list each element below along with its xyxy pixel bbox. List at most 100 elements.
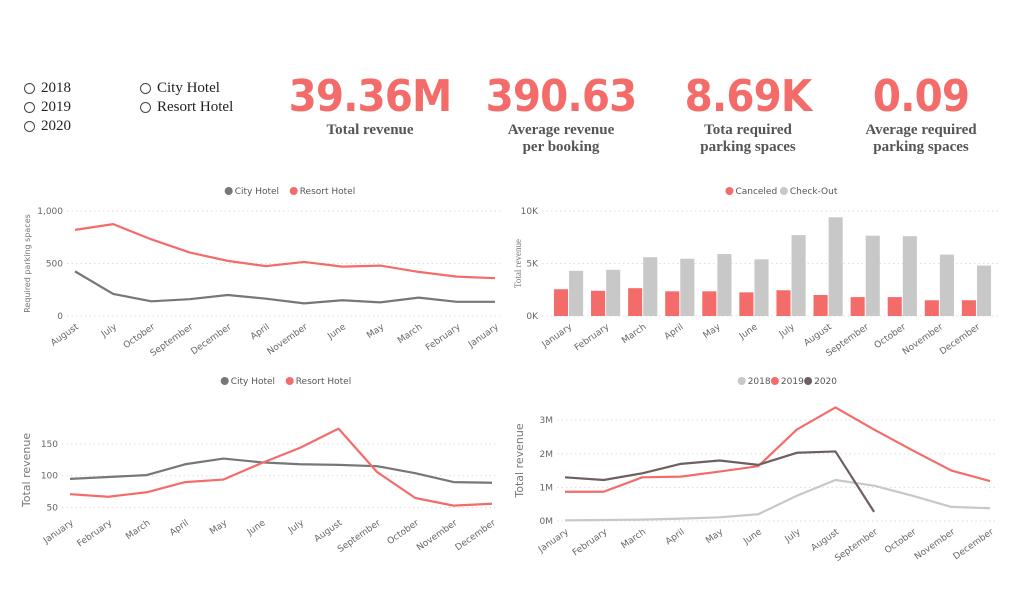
x-tick-label: September xyxy=(149,322,196,359)
legend-label: Canceled xyxy=(735,187,777,197)
bar xyxy=(924,300,939,316)
radio-icon[interactable] xyxy=(24,83,35,94)
legend-label: 2020 xyxy=(814,377,837,387)
kpi-average-parking: 0.09 Average required parking spaces xyxy=(826,72,1016,156)
kpi-average-revenue: 390.63 Average revenue per booking xyxy=(466,72,656,156)
year-option-2018[interactable]: 2018 xyxy=(24,79,71,98)
hotel-option-label: Resort Hotel xyxy=(157,99,234,115)
cancel-checkout-bar-chart: 0K 5K 10K Total revenue January February March… xyxy=(505,180,1015,364)
x-tick-label: August xyxy=(313,518,345,545)
y-tick-label: 2M xyxy=(540,450,554,460)
x-tick-label: November xyxy=(913,527,957,562)
x-tick-label: May xyxy=(365,322,387,341)
year-option-label: 2019 xyxy=(41,99,71,115)
revenue-hotel-line-chart: 50 100 150 Total revenue January February Marc… xyxy=(20,377,498,555)
bar xyxy=(680,258,695,316)
bar xyxy=(865,235,880,316)
x-tick-label: December xyxy=(952,527,996,562)
radio-icon[interactable] xyxy=(24,121,35,132)
x-tick-label: October xyxy=(386,518,421,547)
x-tick-label: February xyxy=(571,527,610,558)
revenue-by-year-chart: 0M 1M 2M 3M Total revenue January February Marc… xyxy=(505,370,1015,574)
x-tick-label: April xyxy=(664,527,687,547)
year-option-label: 2018 xyxy=(41,80,71,96)
legend-marker-icon xyxy=(725,187,734,195)
bar xyxy=(776,290,791,316)
kpi-value: 39.36M xyxy=(288,71,453,122)
series-line xyxy=(565,406,991,493)
y-axis-label: Total revenue xyxy=(513,239,523,288)
parking-line-chart: 0 500 1,000 Required parking spaces August Ju… xyxy=(23,187,501,359)
y-tick-label: 5K xyxy=(526,260,539,270)
x-tick-label: July xyxy=(286,518,306,536)
bar xyxy=(828,217,843,316)
x-tick-label: April xyxy=(663,322,686,342)
x-tick-label: November xyxy=(266,322,310,357)
radio-icon[interactable] xyxy=(140,102,151,113)
legend-label: Check-Out xyxy=(790,187,838,197)
hotel-option-resort[interactable]: Resort Hotel xyxy=(140,98,233,117)
hotel-option-city[interactable]: City Hotel xyxy=(140,79,233,98)
bar xyxy=(717,254,732,316)
series-line xyxy=(74,223,496,280)
bar xyxy=(976,265,992,316)
series-line xyxy=(69,457,493,484)
year-option-2020[interactable]: 2020 xyxy=(24,117,71,136)
bar xyxy=(791,235,806,316)
legend-label: 2019 xyxy=(781,377,804,387)
legend-marker-icon xyxy=(779,187,788,195)
radio-icon[interactable] xyxy=(140,83,151,94)
bar xyxy=(591,290,606,316)
y-tick-label: 0 xyxy=(57,312,63,322)
x-tick-label: September xyxy=(833,527,880,564)
x-tick-label: April xyxy=(249,322,272,342)
x-tick-label: January xyxy=(540,322,575,351)
bar xyxy=(961,300,976,316)
kpi-label: Total revenue xyxy=(326,122,414,138)
year-option-2019[interactable]: 2019 xyxy=(24,98,71,117)
y-tick-label: 0M xyxy=(540,517,554,527)
legend-marker-icon xyxy=(220,377,229,385)
bar xyxy=(754,259,769,316)
hotel-slicer: City Hotel Resort Hotel xyxy=(140,79,233,117)
legend-marker-icon xyxy=(289,187,298,195)
hotel-option-label: City Hotel xyxy=(157,80,220,96)
year-option-label: 2020 xyxy=(41,118,71,134)
bar xyxy=(939,254,954,316)
y-tick-label: 0K xyxy=(526,312,539,322)
x-tick-label: March xyxy=(124,518,152,542)
x-tick-label: May xyxy=(704,527,726,546)
series-line xyxy=(564,478,991,522)
kpi-label: per booking xyxy=(522,139,600,155)
kpi-value: 0.09 xyxy=(872,71,970,122)
y-tick-label: 1,000 xyxy=(37,207,63,217)
legend-label: City Hotel xyxy=(231,377,275,387)
y-axis-label: Total revenue xyxy=(20,433,33,508)
x-tick-label: July xyxy=(783,527,803,545)
legend-marker-icon xyxy=(804,377,813,385)
kpi-label: Tota required xyxy=(704,122,792,138)
x-tick-label: December xyxy=(189,322,233,357)
bar xyxy=(569,270,584,316)
x-tick-label: May xyxy=(208,518,230,537)
legend-marker-icon xyxy=(285,377,294,385)
x-tick-label: March xyxy=(620,322,648,346)
y-tick-label: 10K xyxy=(521,207,539,217)
x-tick-label: July xyxy=(777,322,797,340)
y-tick-label: 150 xyxy=(41,440,58,450)
y-axis-label: Required parking spaces xyxy=(23,214,32,313)
kpi-value: 390.63 xyxy=(485,71,638,122)
x-tick-label: January xyxy=(466,322,501,351)
y-tick-label: 3M xyxy=(540,416,554,426)
bar xyxy=(850,297,865,316)
legend-label: City Hotel xyxy=(235,187,279,197)
bar xyxy=(628,288,643,316)
x-tick-label: February xyxy=(424,322,463,353)
bar xyxy=(643,257,658,316)
legend-marker-icon xyxy=(770,377,779,385)
kpi-label: parking spaces xyxy=(873,139,969,155)
x-tick-label: June xyxy=(741,527,764,547)
x-tick-label: November xyxy=(901,322,945,357)
radio-icon[interactable] xyxy=(24,102,35,113)
